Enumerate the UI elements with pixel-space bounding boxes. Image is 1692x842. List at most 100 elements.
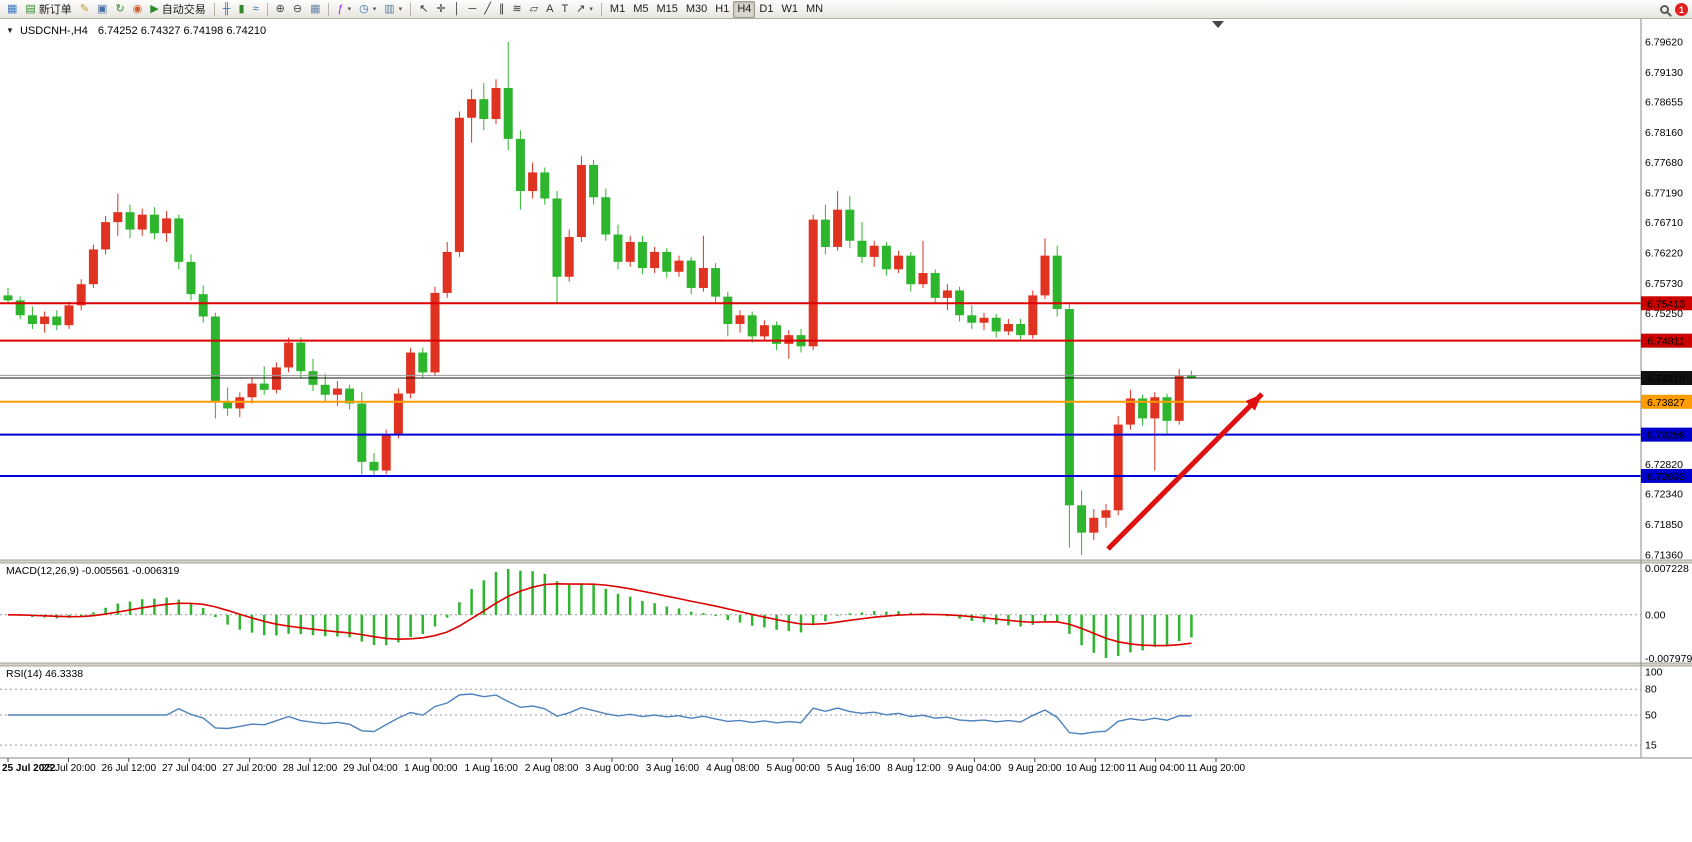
price-badge-label: 6.74210: [1647, 373, 1685, 385]
candle: [15, 300, 25, 316]
notification-badge[interactable]: 1: [1675, 3, 1688, 16]
tf-h4-label: H4: [737, 3, 752, 15]
periods-dropdown-icon[interactable]: ▾: [372, 6, 377, 13]
tf-w1-label: W1: [781, 3, 798, 15]
tf-m1-button[interactable]: M1: [606, 1, 629, 18]
tf-h1-button[interactable]: H1: [711, 1, 733, 18]
macd-scale-label: 0.007228: [1645, 563, 1689, 575]
time-tick-label: 9 Aug 20:00: [1008, 763, 1062, 774]
metaeditor-button[interactable]: ✎: [76, 1, 93, 18]
price-axis[interactable]: [1641, 19, 1692, 758]
crosshair-icon: ✛: [436, 2, 446, 15]
candle: [442, 251, 452, 293]
print-button[interactable]: ▣: [93, 1, 111, 18]
zoom-out-button[interactable]: ⊖: [289, 1, 306, 18]
tf-m30-button[interactable]: M30: [682, 1, 711, 18]
text-label-button[interactable]: T: [557, 1, 572, 18]
candle: [3, 295, 13, 301]
candle: [479, 99, 489, 120]
tf-m15-label: M15: [656, 3, 678, 15]
price-badge-label: 6.75413: [1647, 298, 1685, 310]
panel-separator-rsi[interactable]: [0, 663, 1692, 666]
price-tick-label: 6.76710: [1645, 217, 1683, 229]
equidistant-channel-button[interactable]: ∥: [495, 1, 509, 18]
ohlc-values: 6.74252 6.74327 6.74198 6.74210: [97, 25, 267, 37]
new-order-button[interactable]: ▤ 新订单: [21, 1, 75, 18]
candle: [503, 87, 513, 139]
candle: [711, 268, 721, 297]
candle: [1052, 255, 1062, 310]
templates-dropdown-icon[interactable]: ▾: [398, 6, 403, 13]
candle: [149, 214, 159, 234]
arrows-icon: ↗: [576, 2, 586, 15]
candlestick-chart-button[interactable]: ▮: [235, 1, 249, 18]
tf-w1-button[interactable]: W1: [777, 1, 802, 18]
bar-chart-icon: ╫: [222, 2, 231, 15]
rsi-scale-label: 100: [1645, 667, 1663, 679]
periods-button[interactable]: ◷ ▾: [355, 1, 380, 18]
text-button[interactable]: A: [542, 1, 557, 18]
indicators-button[interactable]: ƒ ▾: [333, 1, 355, 18]
trendline-button[interactable]: ╱: [480, 1, 495, 18]
candle: [894, 255, 904, 270]
candle: [723, 296, 733, 324]
candle: [1150, 397, 1160, 419]
candle: [1064, 309, 1074, 506]
time-tick-label: 11 Aug 04:00: [1126, 763, 1185, 774]
macd-scale-label: -0.007979: [1645, 653, 1692, 665]
arrows-dropdown-icon[interactable]: ▾: [589, 6, 593, 13]
candle: [1101, 510, 1111, 518]
refresh-button[interactable]: ↻: [111, 1, 128, 18]
crosshair-button[interactable]: ✛: [432, 1, 449, 18]
candle: [979, 317, 989, 323]
chart-title-bar: ▼ USDCNH-,H4 6.74252 6.74327 6.74198 6.7…: [6, 25, 266, 37]
new-chart-button[interactable]: ▦: [3, 1, 21, 18]
arrows-button[interactable]: ↗ ▾: [572, 1, 597, 18]
tf-h4-button[interactable]: H4: [733, 0, 756, 18]
cursor-button[interactable]: ↖: [415, 1, 432, 18]
alerts-button[interactable]: ◉: [129, 1, 147, 18]
toolbar-group-standard: ▦ ▤ 新订单 ✎ ▣ ↻ ◉ ▶ 自动交易: [3, 0, 210, 18]
search-icon[interactable]: [1660, 5, 1669, 14]
time-tick-label: 29 Jul 04:00: [343, 763, 398, 774]
horizontal-line-icon: ─: [468, 2, 477, 15]
price-tick-label: 6.71360: [1645, 550, 1683, 562]
time-axis[interactable]: [0, 758, 1692, 780]
horizontal-line-button[interactable]: ─: [464, 1, 480, 18]
toolbar-group-line-studies: ↖ ✛ │ ─ ╱ ∥ ≋ ▱ A T ↗ ▾: [415, 0, 597, 18]
time-tick-label: 8 Aug 12:00: [887, 763, 941, 774]
bar-chart-button[interactable]: ╫: [219, 1, 235, 18]
zoom-in-icon: ⊕: [275, 2, 285, 15]
tf-m15-button[interactable]: M15: [652, 1, 681, 18]
zoom-in-button[interactable]: ⊕: [272, 1, 289, 18]
chart-shift-marker[interactable]: [1212, 21, 1224, 28]
line-chart-button[interactable]: ≈: [249, 1, 263, 18]
candle: [418, 352, 428, 373]
tf-mn-button[interactable]: MN: [802, 1, 827, 18]
candle: [198, 294, 208, 317]
templates-button[interactable]: ▥ ▾: [380, 1, 406, 18]
candle: [284, 342, 294, 368]
toolbar-separator: [410, 2, 412, 16]
panel-separator-macd[interactable]: [0, 560, 1692, 563]
toolbar-group-chart-types: ╫ ▮ ≈: [219, 0, 263, 18]
macd-indicator-label: MACD(12,26,9) -0.005561 -0.006319: [6, 565, 180, 577]
fibonacci-button[interactable]: ≋: [508, 1, 525, 18]
candle: [1138, 398, 1148, 419]
tf-m5-button[interactable]: M5: [629, 1, 652, 18]
tile-windows-button[interactable]: ▦: [306, 1, 324, 18]
print-icon: ▣: [97, 2, 108, 15]
time-tick-label: 9 Aug 04:00: [948, 763, 1002, 774]
vertical-line-button[interactable]: │: [450, 1, 465, 18]
indicators-dropdown-icon[interactable]: ▾: [347, 6, 352, 13]
candle: [564, 237, 574, 277]
shapes-button[interactable]: ▱: [526, 1, 542, 18]
price-tick-label: 6.78655: [1645, 96, 1683, 108]
auto-trading-button[interactable]: ▶ 自动交易: [146, 1, 209, 18]
tf-d1-button[interactable]: D1: [755, 1, 777, 18]
trend-arrow[interactable]: [1106, 392, 1264, 551]
candle: [113, 212, 123, 223]
candle: [625, 241, 635, 262]
chart-collapse-icon[interactable]: ▼: [6, 26, 14, 35]
